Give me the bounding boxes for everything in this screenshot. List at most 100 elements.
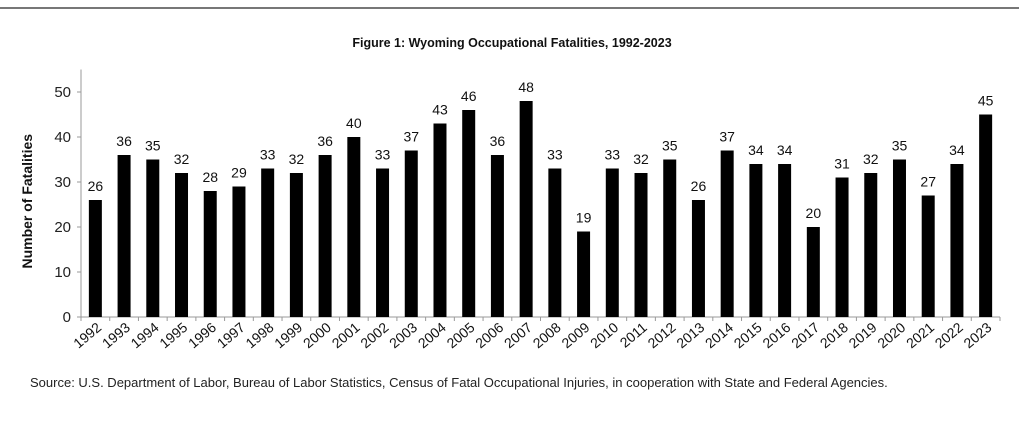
bar-2006	[490, 155, 504, 317]
bar-2014	[720, 150, 734, 317]
y-tick-label: 40	[54, 129, 71, 146]
data-label-2013: 26	[691, 178, 707, 194]
x-tick-label: 2011	[617, 319, 651, 351]
y-tick-label: 0	[63, 309, 71, 326]
x-tick-label: 2014	[702, 319, 736, 351]
y-tick-label: 30	[54, 174, 71, 191]
x-tick-label: 2003	[386, 319, 420, 351]
data-label-2018: 31	[834, 156, 850, 172]
x-tick-label: 2017	[788, 319, 822, 351]
data-label-2012: 35	[662, 138, 678, 154]
x-tick-label: 1999	[271, 319, 305, 351]
bar-2007	[519, 101, 533, 317]
x-tick-label: 2016	[759, 319, 793, 351]
data-label-1993: 36	[116, 133, 132, 149]
bar-1996	[203, 191, 217, 317]
data-label-1999: 32	[289, 151, 305, 167]
x-tick-label: 2004	[415, 319, 449, 351]
data-label-2010: 33	[605, 147, 621, 163]
bar-2011	[634, 173, 648, 317]
data-label-2016: 34	[777, 142, 793, 158]
data-label-1996: 28	[202, 169, 218, 185]
data-label-2017: 20	[806, 205, 822, 221]
bar-2008	[548, 168, 562, 317]
bar-1998	[261, 168, 275, 317]
y-tick-label: 50	[54, 84, 71, 101]
bar-2021	[921, 195, 935, 317]
bar-2000	[318, 155, 332, 317]
x-tick-label: 2023	[960, 319, 994, 351]
x-tick-label: 2012	[645, 319, 679, 351]
data-label-2009: 19	[576, 210, 592, 226]
data-label-2004: 43	[432, 102, 448, 118]
x-tick-label: 2018	[817, 319, 851, 351]
bar-2016	[778, 164, 792, 317]
data-label-2011: 32	[633, 151, 649, 167]
x-tick-label: 2000	[300, 319, 334, 351]
data-label-2020: 35	[892, 138, 908, 154]
x-tick-label: 2010	[587, 319, 621, 351]
bar-2009	[577, 231, 591, 317]
data-label-2003: 37	[403, 129, 419, 145]
data-label-2015: 34	[748, 142, 764, 158]
bar-1993	[117, 155, 131, 317]
bar-2002	[376, 168, 390, 317]
bar-2012	[663, 159, 677, 317]
bar-2019	[864, 173, 878, 317]
bar-2004	[433, 123, 447, 317]
data-label-2001: 40	[346, 115, 362, 131]
x-tick-label: 1993	[99, 319, 133, 351]
bar-2013	[691, 200, 705, 317]
data-label-2021: 27	[920, 174, 936, 190]
data-label-1992: 26	[88, 178, 104, 194]
chart-title: Figure 1: Wyoming Occupational Fatalitie…	[352, 36, 672, 50]
bar-1999	[289, 173, 303, 317]
data-label-2006: 36	[490, 133, 506, 149]
x-tick-label: 2007	[501, 319, 535, 351]
bar-1994	[146, 159, 160, 317]
data-label-2019: 32	[863, 151, 879, 167]
y-tick-label: 20	[54, 219, 71, 236]
data-label-1997: 29	[231, 165, 247, 181]
x-tick-label: 2008	[530, 319, 564, 351]
data-label-1998: 33	[260, 147, 276, 163]
data-label-2023: 45	[978, 93, 994, 109]
bar-2023	[979, 114, 993, 317]
x-tick-label: 1995	[156, 319, 190, 351]
x-tick-label: 2015	[731, 319, 765, 351]
x-tick-label: 1994	[128, 319, 162, 351]
bar-2010	[605, 168, 619, 317]
x-tick-label: 2019	[846, 319, 880, 351]
bar-2017	[806, 227, 820, 317]
x-tick-label: 2020	[874, 319, 908, 351]
x-tick-label: 2002	[357, 319, 391, 351]
source-note: Source: U.S. Department of Labor, Bureau…	[30, 375, 888, 390]
bar-1995	[175, 173, 189, 317]
data-label-2008: 33	[547, 147, 563, 163]
x-tick-label: 2021	[903, 319, 937, 351]
bar-2005	[462, 110, 476, 317]
x-tick-label: 2001	[329, 319, 363, 351]
x-tick-label: 2006	[472, 319, 506, 351]
x-tick-label: 1992	[70, 319, 104, 351]
bar-2001	[347, 137, 361, 317]
bar-2015	[749, 164, 763, 317]
x-tick-label: 2013	[673, 319, 707, 351]
bar-1997	[232, 186, 246, 317]
x-tick-label: 2005	[443, 319, 477, 351]
data-label-2000: 36	[317, 133, 333, 149]
data-label-2002: 33	[375, 147, 391, 163]
data-label-2022: 34	[949, 142, 965, 158]
x-tick-label: 1998	[242, 319, 276, 351]
y-tick-label: 10	[54, 264, 71, 281]
data-label-2005: 46	[461, 88, 477, 104]
x-tick-label: 1997	[214, 319, 248, 351]
data-label-2014: 37	[719, 129, 735, 145]
data-label-1994: 35	[145, 138, 161, 154]
x-tick-label: 2009	[558, 319, 592, 351]
bar-2003	[404, 150, 418, 317]
y-axis-title: Number of Fatalities	[19, 134, 35, 269]
x-tick-label: 1996	[185, 319, 219, 351]
